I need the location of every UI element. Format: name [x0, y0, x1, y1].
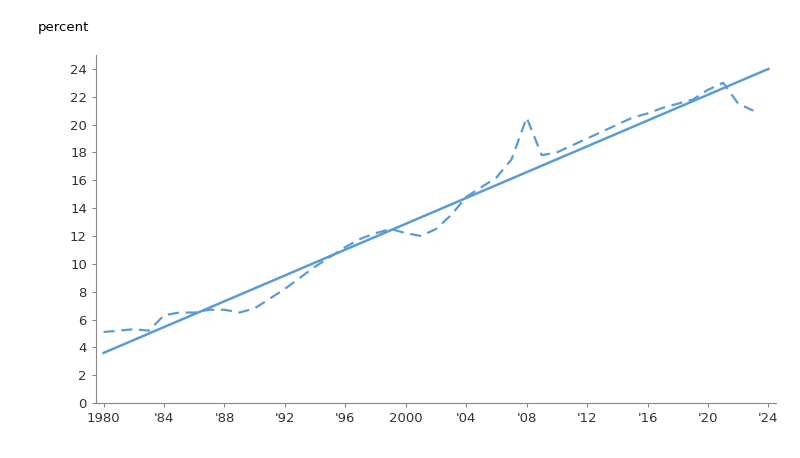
Text: percent: percent — [38, 21, 90, 34]
